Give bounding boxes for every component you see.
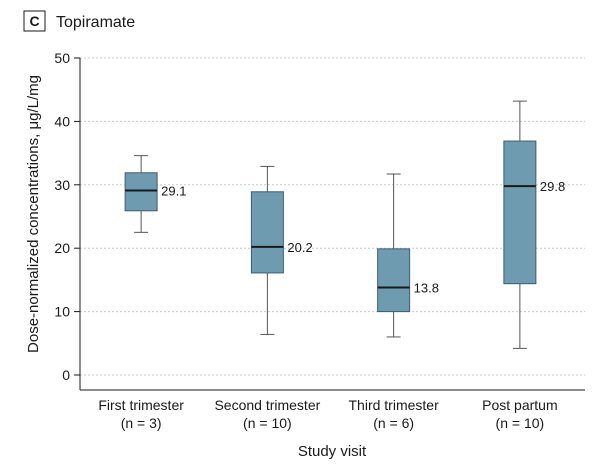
panel-label: C [29,13,39,29]
x-category-labels: First trimester (n = 3) Second trimester (n… [98,397,557,431]
median-label: 29.8 [540,179,565,194]
chart-title: Topiramate [56,14,135,31]
median-label: 13.8 [414,281,439,296]
x-category-count: (n = 6) [373,415,414,431]
boxes: 29.1 20.2 13.8 29.8 [124,100,565,349]
x-category-label: Second trimester [214,397,320,413]
iqr-box [503,140,537,285]
panel-label-box [23,10,46,32]
x-category-count: (n = 3) [121,415,162,431]
box-group: 29.8 [503,100,565,349]
panel-header: C Topiramate [23,10,135,32]
median-label: 29.1 [161,184,186,199]
x-category-label: First trimester [98,397,184,413]
y-tick-label: 40 [54,113,70,129]
gridlines [80,57,585,376]
axes [79,58,585,391]
iqr-box [377,248,411,313]
iqr-box [250,191,284,274]
y-tick-label: 30 [54,177,70,193]
iqr-box [124,172,158,212]
y-tick-label: 20 [54,240,70,256]
y-axis-title: Dose-normalized concentrations, μg/L/mg [25,75,42,353]
median-label: 20.2 [287,240,312,255]
y-tick-label: 0 [62,367,70,383]
x-category-count: (n = 10) [243,415,292,431]
y-tick-label: 50 [54,50,70,66]
y-ticks: 0 10 20 30 40 50 [54,50,80,383]
box-group: 13.8 [377,173,439,338]
x-category-label: Post partum [482,397,557,413]
x-category-label: Third trimester [349,397,440,413]
box-group: 20.2 [250,165,313,335]
x-category-count: (n = 10) [496,415,545,431]
x-axis-title: Study visit [298,443,367,460]
y-tick-label: 10 [54,304,70,320]
box-group: 29.1 [124,155,186,233]
